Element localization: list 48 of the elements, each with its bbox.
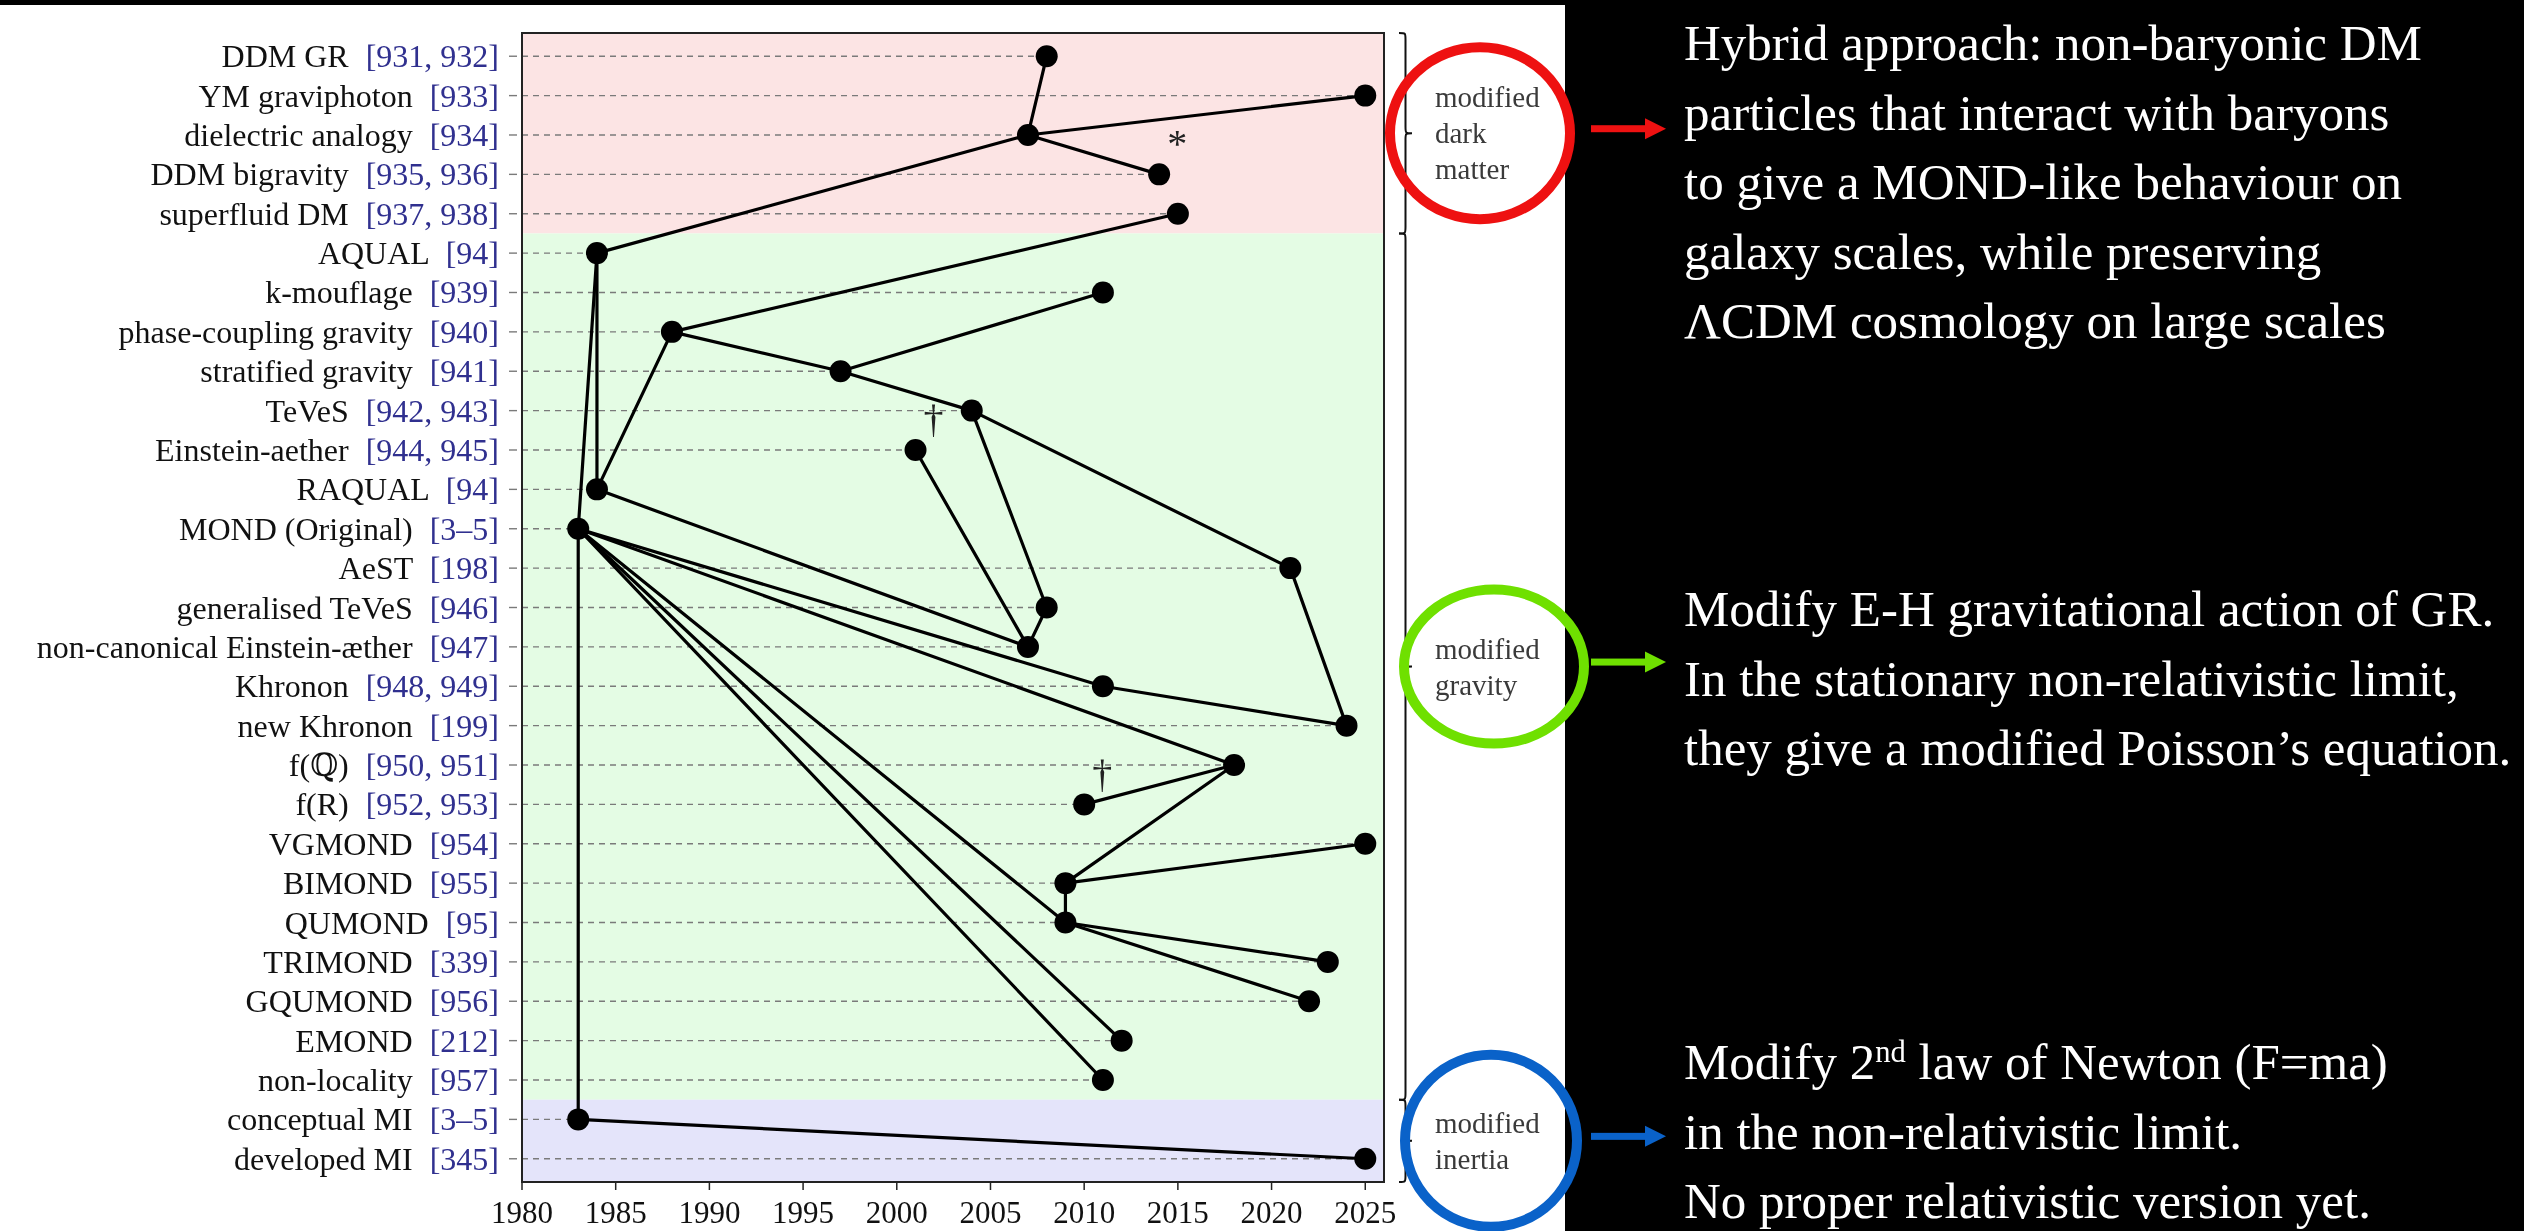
y-tick-label: new Khronon [199] — [237, 707, 499, 744]
y-tick-label: YM graviphoton [933] — [198, 77, 499, 114]
y-tick-label: BIMOND [955] — [282, 865, 499, 902]
y-tick-label: RAQUAL [94] — [296, 471, 499, 508]
band-label: modified dark matter — [1435, 81, 1541, 186]
y-tick-label: GQUMOND [956] — [245, 983, 499, 1020]
x-tick-label: 2005 — [959, 1194, 1022, 1230]
band-label: modified gravity — [1435, 632, 1541, 701]
annotation: * — [1167, 120, 1188, 166]
y-tick-label: conceptual MI [3–5] — [226, 1101, 499, 1138]
y-tick-label: non-canonical Einstein-æther [947] — [36, 628, 499, 665]
y-tick-label: f(ℚ) [950, 951] — [288, 747, 499, 784]
annotation: † — [923, 396, 944, 442]
y-tick-label: DDM GR [931, 932] — [221, 38, 499, 75]
y-tick-label: DDM bigravity [935, 936] — [150, 156, 499, 193]
text: Modify E-H gravitational action of GR. In the stationary non-relativistic limit, they give a modified Poisson’s equation. — [1684, 581, 2512, 777]
x-tick-label: 1980 — [491, 1194, 553, 1230]
y-tick-label: Einstein-aether [944, 945] — [155, 431, 499, 468]
y-tick-label: k-mouflage [939] — [265, 274, 499, 311]
y-tick-label: stratified gravity [941] — [200, 353, 499, 390]
y-tick-label: dielectric analogy [934] — [184, 116, 499, 153]
band-label: modified inertia — [1435, 1106, 1541, 1175]
y-tick-label: TRIMOND [339] — [263, 943, 499, 980]
y-tick-label: AQUAL [94] — [317, 235, 499, 272]
y-tick-label: superfluid DM [937, 938] — [159, 195, 499, 232]
x-tick-label: 2025 — [1334, 1194, 1397, 1230]
y-tick-label: EMOND [212] — [295, 1022, 499, 1059]
x-tick-label: 1985 — [584, 1194, 647, 1230]
y-tick-label: developed MI [345] — [234, 1140, 499, 1177]
text: Modify 2$^{nd}$ law of Newton (F=ma) in the non-relativistic limit. No proper relativistic version yet. — [1684, 1034, 2388, 1230]
x-tick-label: 2015 — [1146, 1194, 1209, 1230]
y-tick-label: TeVeS [942, 943] — [265, 392, 499, 429]
y-tick-label: non-locality [957] — [258, 1062, 499, 1099]
text: Hybrid approach: non-baryonic DM particles that interact with baryons to give a MOND-like behaviour on galaxy scales, while preserving ΛCDM cosmology on large scales — [1684, 15, 2422, 350]
x-tick-label: 2020 — [1240, 1194, 1303, 1230]
x-tick-label: 2010 — [1053, 1194, 1116, 1230]
x-tick-label: 2000 — [865, 1194, 928, 1230]
x-tick-label: 1990 — [678, 1194, 741, 1230]
annotation: † — [1092, 750, 1113, 796]
x-tick-label: 1995 — [772, 1194, 835, 1230]
y-tick-label: Khronon [948, 949] — [234, 668, 499, 705]
y-tick-label: generalised TeVeS [946] — [176, 589, 499, 626]
y-tick-label: QUMOND [95] — [284, 904, 499, 941]
y-tick-label: f(R) [952, 953] — [295, 786, 499, 823]
y-tick-label: VGMOND [954] — [268, 825, 499, 862]
y-tick-label: AeST [198] — [338, 550, 499, 587]
y-tick-label: MOND (Original) [3–5] — [178, 510, 499, 547]
y-tick-label: phase-coupling gravity [940] — [118, 313, 499, 350]
